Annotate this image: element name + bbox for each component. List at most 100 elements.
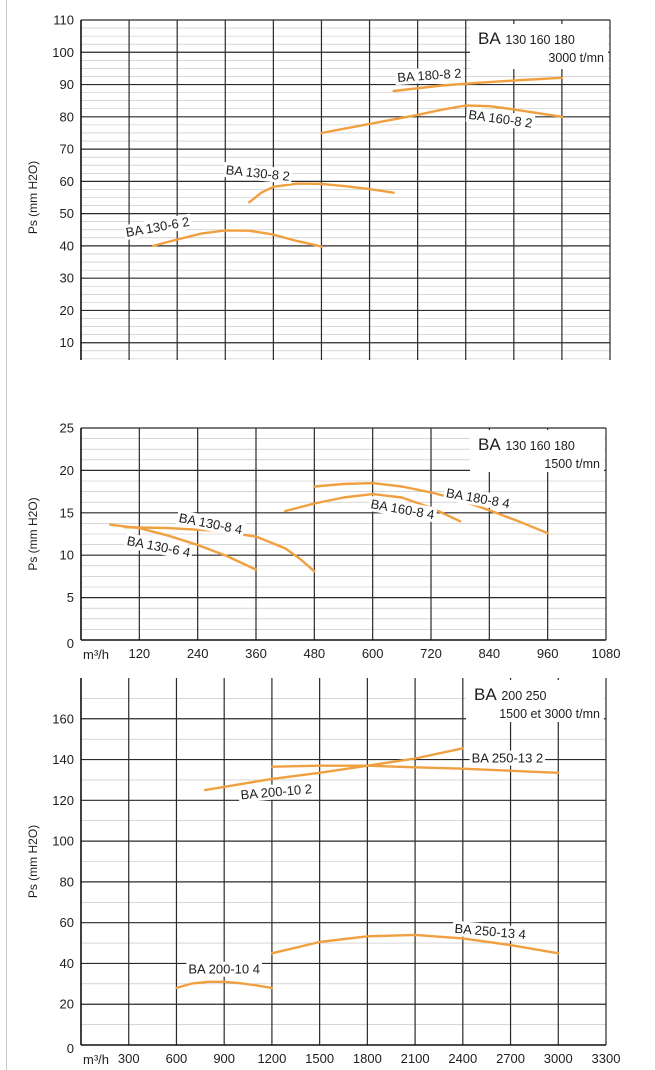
curve-label-background [175,509,246,538]
x-tick-label: 840 [478,646,500,661]
y-tick-label: 80 [60,874,74,889]
title-speed: 3000 t/mn [548,51,604,65]
y-tick-label: 5 [67,590,74,605]
curve-label: BA 160-8 4 [370,496,436,522]
curve-label: BA 250-13 4 [454,921,527,942]
curve-label-background [122,213,193,241]
x-axis-unit-label: m³/h [83,647,109,662]
curve-label-background [465,106,536,131]
x-tick-label: 3000 [544,1051,573,1066]
y-tick-label: 60 [60,915,74,930]
y-tick-label: 50 [60,206,74,221]
curve-label-background [394,65,464,86]
x-tick-label: 1800 [353,1051,382,1066]
y-tick-label: 90 [60,77,74,92]
curve-label: BA 200-10 2 [240,781,313,802]
x-tick-label: 600 [166,1051,188,1066]
title-models: 200 250 [501,689,546,703]
y-axis-title: Ps (mm H2O) [26,825,40,898]
title-series-name: BA [478,435,501,454]
curve-ba-200-10-2 [203,747,464,792]
curve-label: BA 130-6 2 [125,214,191,240]
x-tick-label: 300 [118,1051,140,1066]
y-tick-label: 100 [52,45,74,60]
y-tick-label: 20 [60,303,74,318]
y-tick-label: 140 [52,752,74,767]
curve-label: BA 180-8 2 [397,65,462,84]
title-series-name: BA [478,29,501,48]
x-tick-label: 720 [420,646,442,661]
y-tick-label: 160 [52,711,74,726]
x-tick-label: 2100 [401,1051,430,1066]
curve-ba-250-13-4 [270,933,560,955]
curve-label: BA 200-10 4 [188,962,260,977]
x-tick-label: 2400 [448,1051,477,1066]
curve-ba-130-6-2 [151,229,323,248]
title-models: 130 160 180 [505,439,575,453]
y-tick-label: 40 [60,956,74,971]
curve-label: BA 130-8 2 [225,162,291,184]
x-tick-label: 120 [128,646,150,661]
curve-label-background [237,781,315,803]
curve-label-background [469,750,546,766]
y-tick-label: 10 [60,548,74,563]
x-tick-label: 1080 [592,646,621,661]
curve-label-background [223,161,293,185]
page-border-line [6,0,7,1070]
y-tick-label: 10 [60,335,74,350]
y-tick-label: 20 [60,997,74,1012]
title-speed: 1500 t/mn [544,457,600,471]
curve-ba-200-10-4 [175,980,274,990]
curve-label: BA 250-13 2 [472,751,544,766]
title-speed: 1500 et 3000 t/mn [499,707,600,721]
chart-3000-rpm: 1020304050607080901001101202403604806007… [26,13,611,360]
curve-label-background [451,920,529,943]
y-tick-label: 110 [53,13,74,28]
y-tick-label: 80 [60,109,74,124]
x-tick-label: 1200 [257,1051,286,1066]
chart-1500-rpm: 5 10 15 20 25 120 240 360 480 600 720 840 960 1080 0 m³… [26,421,621,663]
title-series-name: BA [474,685,497,704]
curve-label-background [123,532,194,561]
y-tick-label: 40 [60,238,74,253]
curve-ba-160-8-2 [320,104,564,135]
title-box [466,680,604,722]
x-tick-label: 960 [537,646,559,661]
curve-ba-130-8-4 [123,525,316,573]
curve-ba-180-8-4 [313,481,549,535]
y-axis-title: Ps (mm H2O) [26,161,40,234]
curve-ba-250-13-2 [270,764,560,775]
x-tick-label: 2700 [496,1051,525,1066]
curve-label-background [186,961,262,977]
y-tick-label: 30 [60,271,74,286]
origin-label: 0 [67,1041,74,1056]
chart-ba-200-250: 20 40 60 80 100 120 140 160 300 600 900 1200 1500 180… [26,678,621,1067]
x-tick-label: 3300 [592,1051,621,1066]
title-box [470,430,604,472]
curve-ba-180-8-2 [392,76,564,93]
origin-label: 0 [67,636,74,651]
x-tick-label: 240 [187,646,209,661]
title-box [470,24,608,69]
curve-label: BA 130-6 4 [126,533,192,560]
x-tick-label: 600 [362,646,384,661]
y-tick-label: 120 [52,793,74,808]
title-models: 130 160 180 [505,33,575,47]
y-tick-label: 60 [60,174,74,189]
curve-label: BA 130-8 4 [178,510,244,537]
x-axis-unit-label: m³/h [83,1052,109,1067]
y-tick-label: 70 [60,142,74,157]
curve-label-background [443,484,513,512]
y-tick-label: 25 [60,421,74,436]
x-tick-label: 1500 [305,1051,334,1066]
y-axis-title: Ps (mm H2O) [26,497,40,570]
y-tick-label: 20 [60,463,74,478]
x-tick-label: 360 [245,646,267,661]
curve-label-background [367,495,438,523]
curve-ba-130-8-2 [248,182,395,204]
x-tick-label: 480 [303,646,325,661]
y-tick-label: 100 [52,834,74,849]
x-tick-label: 900 [213,1051,235,1066]
y-tick-label: 15 [60,505,74,520]
